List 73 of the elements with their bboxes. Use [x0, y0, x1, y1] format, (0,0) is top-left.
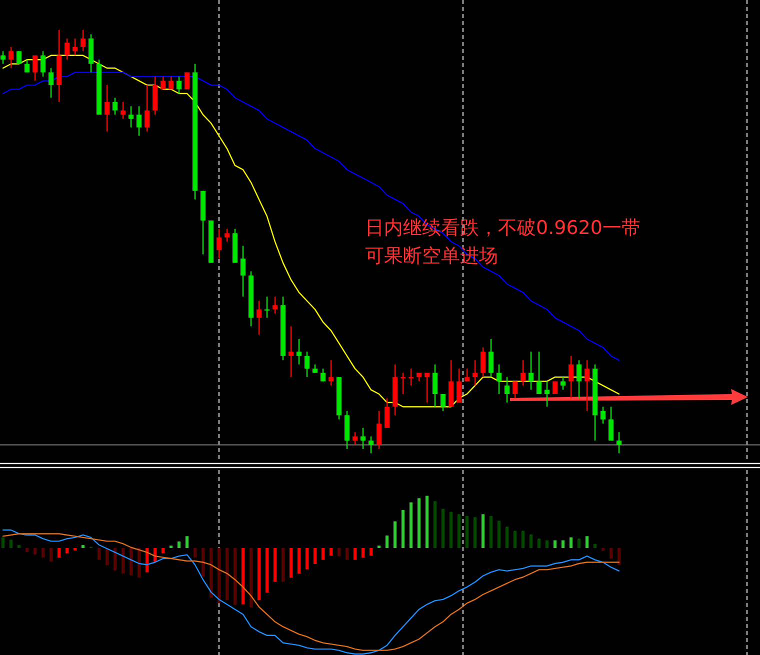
bar [554, 540, 556, 548]
bar [290, 548, 292, 578]
bar [434, 501, 436, 548]
bar [138, 548, 140, 578]
bar [426, 496, 428, 548]
bar [362, 548, 364, 558]
bar [10, 540, 12, 548]
bar [162, 548, 164, 554]
bar [218, 548, 220, 604]
bar [418, 498, 420, 548]
bar [226, 548, 228, 600]
bar [442, 508, 444, 548]
bar [570, 537, 572, 548]
bar [370, 548, 372, 556]
bar [394, 521, 396, 548]
bar [322, 548, 324, 560]
bar [306, 548, 308, 570]
bar [250, 548, 252, 608]
bar [586, 536, 588, 548]
bar [26, 548, 28, 552]
bar [450, 512, 452, 548]
bar [402, 510, 404, 548]
bar [34, 548, 36, 555]
bar [562, 540, 564, 548]
bar [234, 548, 236, 605]
bar [130, 548, 132, 576]
bar [530, 534, 532, 548]
bar [242, 548, 244, 604]
bar [602, 548, 604, 551]
bar [98, 548, 100, 560]
bar [354, 548, 356, 560]
bar [2, 537, 4, 548]
bar [282, 548, 284, 582]
bar [458, 514, 460, 548]
bar [18, 545, 20, 548]
bar [66, 548, 68, 554]
bar [210, 548, 212, 598]
bar [474, 517, 476, 548]
bar [202, 548, 204, 576]
bar [594, 544, 596, 548]
bar [50, 548, 52, 562]
bar [314, 548, 316, 564]
bar [266, 548, 268, 592]
bar [258, 548, 260, 600]
bar [514, 530, 516, 548]
bar [506, 526, 508, 548]
bar [482, 514, 484, 548]
bar [578, 538, 580, 548]
bar [330, 548, 332, 556]
bar [194, 548, 196, 558]
bar [538, 538, 540, 548]
bar [42, 548, 44, 558]
bar [466, 516, 468, 548]
bar [490, 516, 492, 548]
bar [146, 548, 148, 572]
bar [274, 548, 276, 582]
bar [610, 548, 612, 559]
bar [346, 548, 348, 560]
bar [122, 548, 124, 574]
bar [386, 536, 388, 548]
bar [178, 541, 180, 548]
bar [82, 545, 84, 548]
bar [522, 530, 524, 548]
bar [410, 502, 412, 548]
bar [186, 536, 188, 548]
bar [58, 548, 60, 558]
bar [618, 548, 620, 566]
bar [298, 548, 300, 574]
bar [498, 520, 500, 548]
bar [546, 540, 548, 548]
bar [338, 548, 340, 556]
bar [106, 548, 108, 566]
bar [114, 548, 116, 571]
